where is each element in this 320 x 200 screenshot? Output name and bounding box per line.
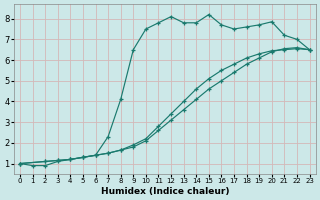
X-axis label: Humidex (Indice chaleur): Humidex (Indice chaleur)	[100, 187, 229, 196]
